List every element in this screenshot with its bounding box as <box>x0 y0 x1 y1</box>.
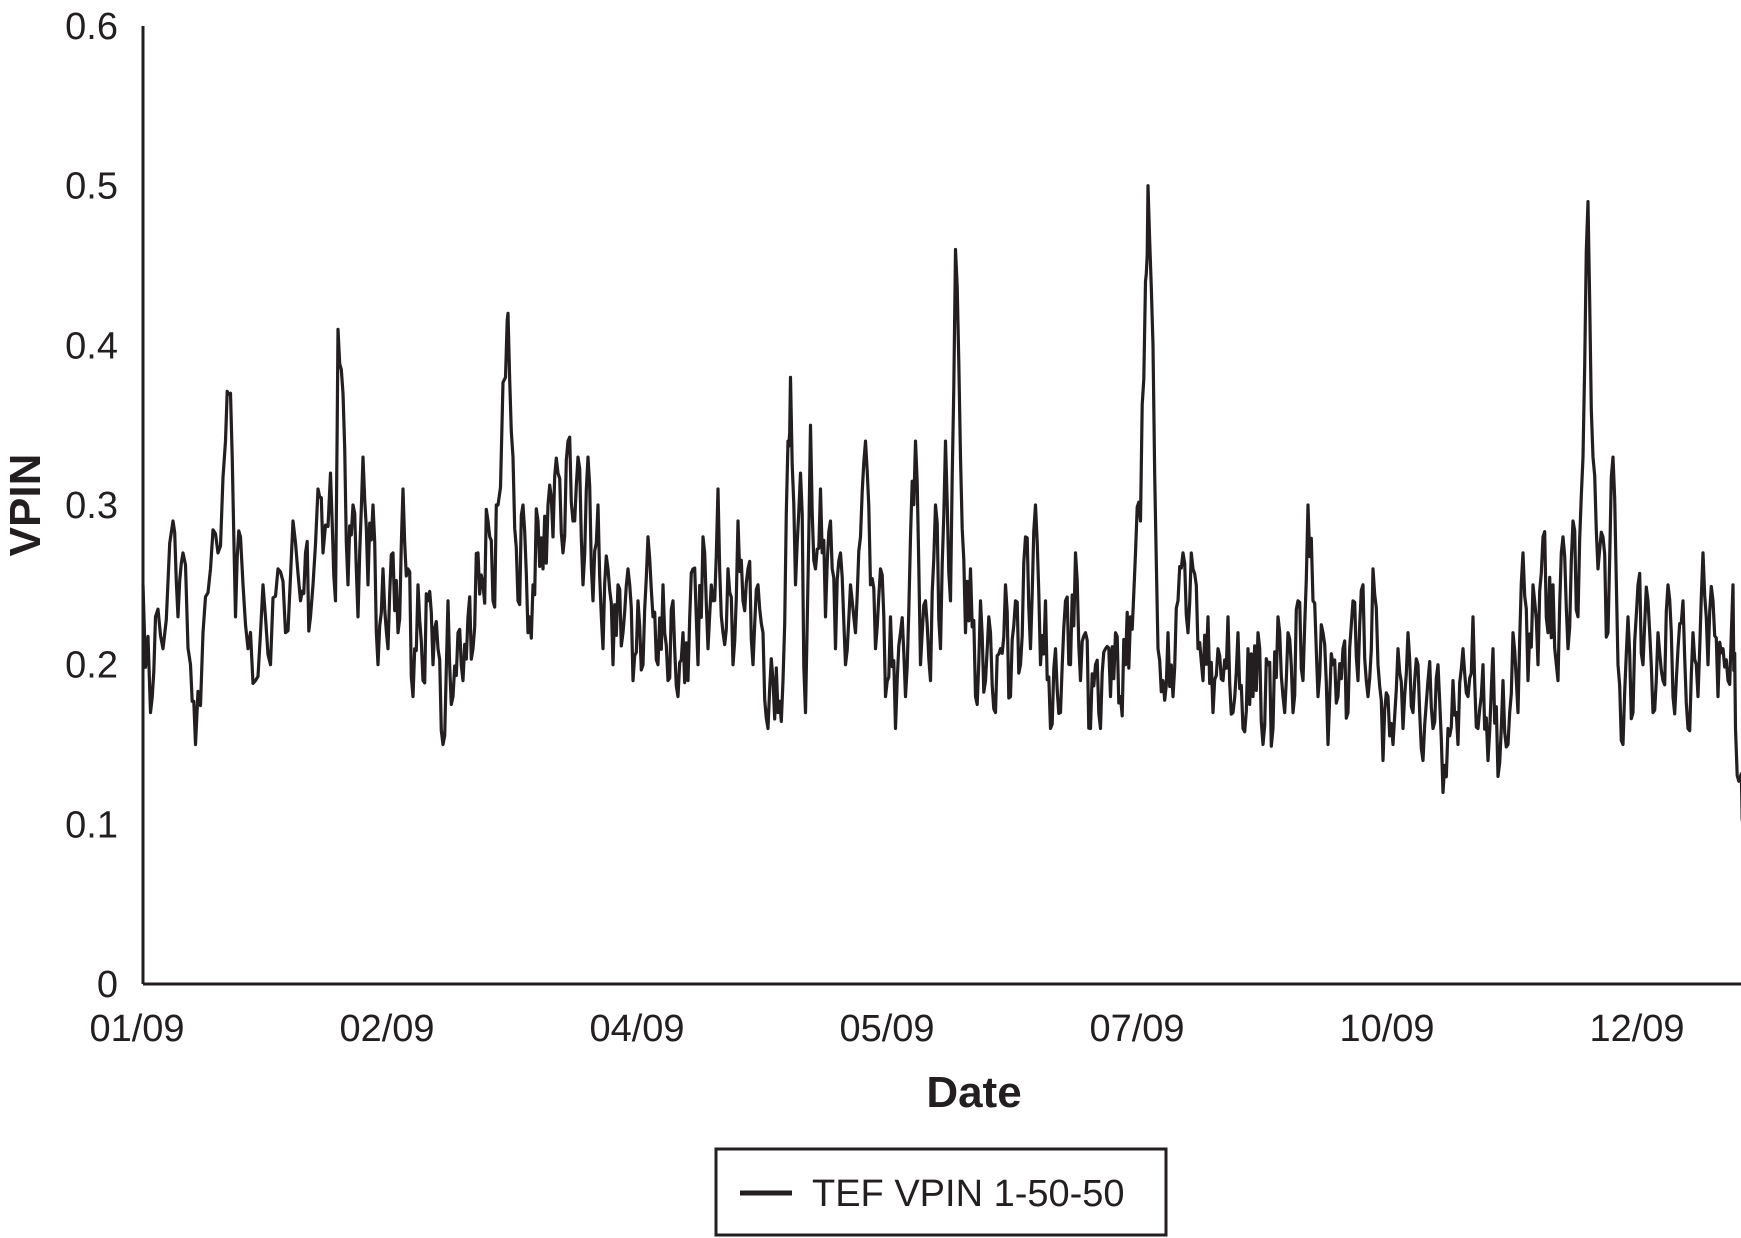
x-axis-ticks: 01/09 02/09 04/09 05/09 07/09 10/09 12/09 <box>89 1008 1684 1050</box>
y-tick-label: 0.1 <box>65 804 118 846</box>
legend: TEF VPIN 1-50-50 <box>714 1147 1168 1237</box>
y-tick-label: 0.2 <box>65 645 118 687</box>
series-line-tef-vpin <box>141 184 1741 822</box>
y-tick-label: 0.4 <box>65 325 118 367</box>
x-tick-label: 05/09 <box>839 1008 934 1050</box>
x-tick-label: 12/09 <box>1589 1008 1684 1050</box>
x-tick-label: 02/09 <box>339 1008 434 1050</box>
y-tick-label: 0.6 <box>65 6 118 48</box>
y-axis-title: VPIN <box>1 454 50 557</box>
x-axis-title: Date <box>926 1068 1021 1117</box>
x-tick-label: 07/09 <box>1089 1008 1184 1050</box>
x-tick-label: 04/09 <box>589 1008 684 1050</box>
y-tick-label: 0.3 <box>65 485 118 527</box>
legend-label: TEF VPIN 1-50-50 <box>812 1173 1125 1215</box>
y-tick-label: 0.5 <box>65 166 118 208</box>
y-tick-label: 0 <box>97 964 118 1006</box>
x-tick-label: 01/09 <box>89 1008 184 1050</box>
x-tick-label: 10/09 <box>1339 1008 1434 1050</box>
y-axis-ticks: 0 0.1 0.2 0.3 0.4 0.5 0.6 <box>65 6 118 1006</box>
